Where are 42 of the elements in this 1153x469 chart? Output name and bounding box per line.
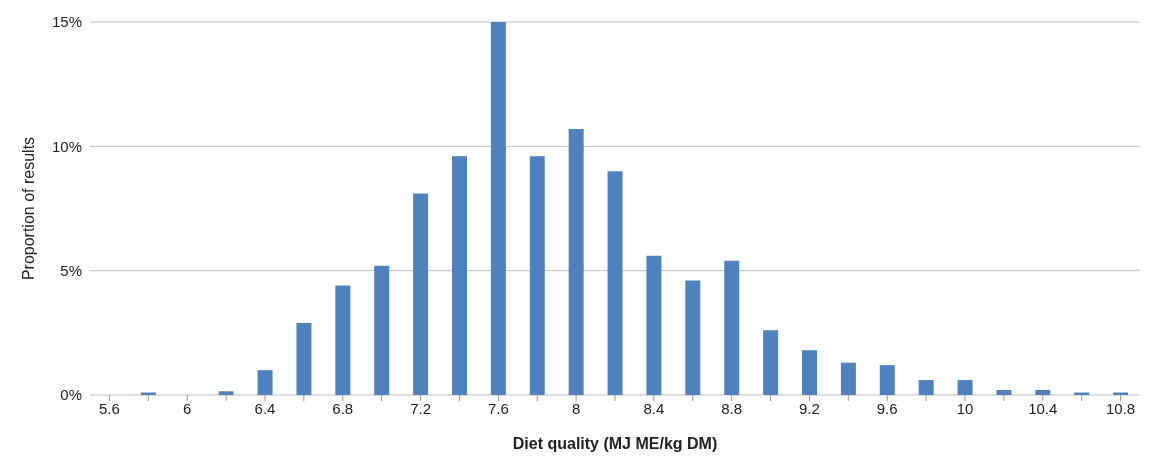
bar (374, 265, 390, 395)
bar (802, 350, 817, 395)
y-tick-label: 5% (60, 261, 82, 279)
bar (840, 362, 856, 395)
bar (568, 128, 584, 395)
x-tick-label: 7.2 (410, 399, 431, 417)
x-tick-label: 8 (571, 399, 581, 417)
x-tick-label: 6.4 (254, 399, 276, 417)
x-axis-title: Diet quality (MJ ME/kg DM) (512, 435, 718, 452)
bar (529, 156, 545, 395)
y-axis-title: Proportion of results (19, 136, 37, 281)
bar (918, 380, 934, 395)
bar (763, 330, 779, 395)
y-tick-label: 10% (51, 137, 82, 155)
bar (957, 380, 973, 395)
bar (879, 365, 895, 395)
x-tick-label: 9.6 (876, 399, 898, 417)
bar (685, 280, 701, 395)
x-tick-label: 10.4 (1028, 399, 1058, 417)
x-tick-label: 5.6 (99, 399, 120, 417)
x-tick-label: 7.6 (487, 399, 509, 417)
x-tick-label: 10 (956, 399, 974, 417)
x-tick-label: 8.8 (721, 399, 743, 417)
x-tick-label: 9.2 (799, 399, 820, 417)
bar (413, 193, 429, 395)
x-tick-label: 6.8 (332, 399, 354, 417)
x-tick-label: 6 (183, 399, 192, 417)
bar (257, 370, 273, 395)
bar (607, 171, 623, 395)
bar (1035, 390, 1051, 395)
y-tick-label: 0% (60, 386, 82, 404)
bar (335, 285, 351, 395)
bar (724, 260, 740, 395)
y-tick-label: 15% (51, 13, 82, 31)
x-tick-label: 10.8 (1105, 399, 1136, 417)
bar (452, 156, 467, 395)
bar (490, 22, 506, 395)
x-tick-label: 8.4 (643, 399, 665, 417)
bar (646, 255, 662, 395)
bar (218, 391, 234, 395)
bar (296, 322, 312, 395)
bar (996, 390, 1012, 395)
